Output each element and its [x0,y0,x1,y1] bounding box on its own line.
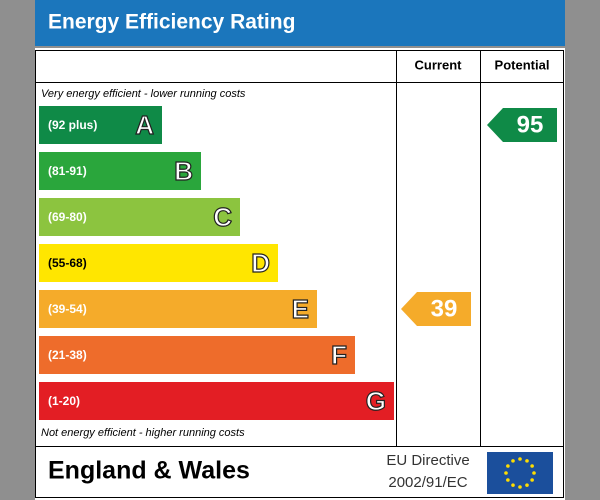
band-letter: G [366,386,386,416]
directive: 2002/91/EC [388,474,467,491]
flag-star [511,459,515,463]
band-letter: F [331,340,347,370]
band-bar [39,336,355,374]
eu-flag [487,452,553,494]
flag-stars [504,457,536,489]
band-range: (81-91) [48,164,87,178]
current-arrow [401,292,471,326]
band-letter: D [251,248,270,278]
directive: EU Directive [386,452,469,469]
band-letter: C [213,202,232,232]
flag-star [532,471,536,475]
flag-star [506,464,510,468]
band-range: (69-80) [48,210,87,224]
flag-star [525,459,529,463]
flag-star [506,478,510,482]
band-bar [39,244,278,282]
band-bar [39,382,394,420]
flag-star [504,471,508,475]
table-border [35,50,564,498]
band-range: (21-38) [48,348,87,362]
band-bar [39,152,201,190]
band-range: (92 plus) [48,118,97,132]
current-header: Current [415,57,463,72]
potential-value: 95 [517,111,544,138]
flag-star [530,478,534,482]
flag-star [518,485,522,489]
current-value: 39 [431,295,458,322]
band-range: (39-54) [48,302,87,316]
potential-arrow [487,108,557,142]
band-letter: E [292,294,309,324]
band-bar [39,198,240,236]
band-bar [39,290,317,328]
flag-star [525,483,529,487]
top-note: Very energy efficient - lower running co… [41,88,246,100]
header-title: Energy Efficiency Rating [48,11,295,34]
band-letter: B [174,156,193,186]
band-bar [39,106,162,144]
flag-star [530,464,534,468]
region: England & Wales [48,457,250,485]
potential-header: Potential [495,57,550,72]
flag-star [511,483,515,487]
band-range: (1-20) [48,394,80,408]
header-bar [35,0,565,46]
band-range: (55-68) [48,256,87,270]
flag-star [518,457,522,461]
band-letter: A [135,110,154,140]
bottom-note: Not energy efficient - higher running co… [41,427,245,439]
